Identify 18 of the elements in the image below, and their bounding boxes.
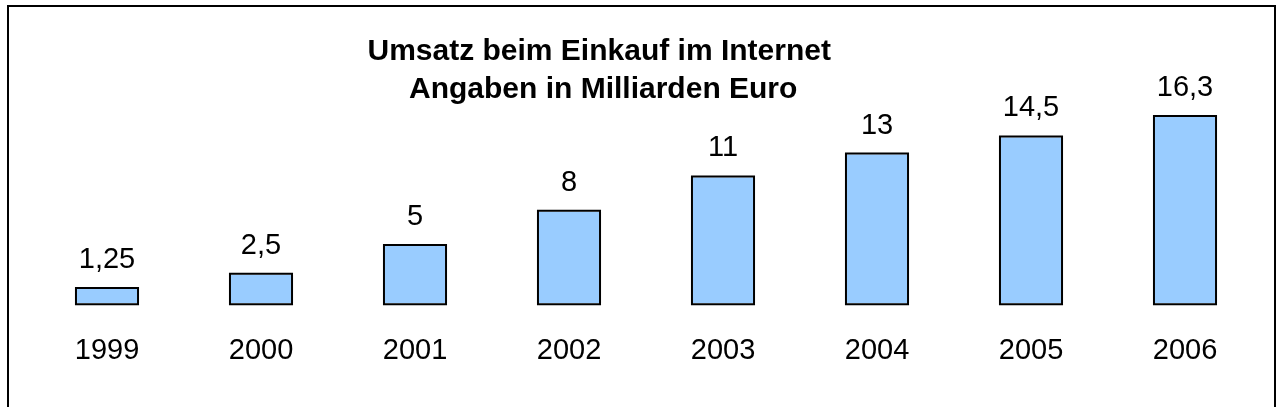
- chart-title: Umsatz beim Einkauf im Internet: [367, 33, 831, 67]
- data-label: 1,25: [78, 241, 136, 274]
- data-label: 11: [707, 130, 739, 163]
- x-tick-label: 1999: [74, 332, 140, 365]
- x-tick-label: 2001: [382, 332, 448, 365]
- data-label: 5: [406, 199, 424, 232]
- x-tick-label: 2006: [1152, 332, 1218, 365]
- x-tick-label: 2003: [690, 332, 756, 365]
- data-label: 13: [860, 107, 894, 140]
- x-tick-label: 2002: [536, 332, 602, 365]
- data-label: 2,5: [240, 227, 282, 260]
- data-label: 16,3: [1156, 69, 1214, 102]
- x-tick-label: 2000: [228, 332, 294, 365]
- x-tick-label: 2005: [998, 332, 1064, 365]
- chart-subtitle: Angaben in Milliarden Euro: [409, 71, 798, 105]
- x-tick-label: 2004: [844, 332, 910, 365]
- data-label: 14,5: [1002, 90, 1060, 123]
- data-label: 8: [560, 164, 578, 197]
